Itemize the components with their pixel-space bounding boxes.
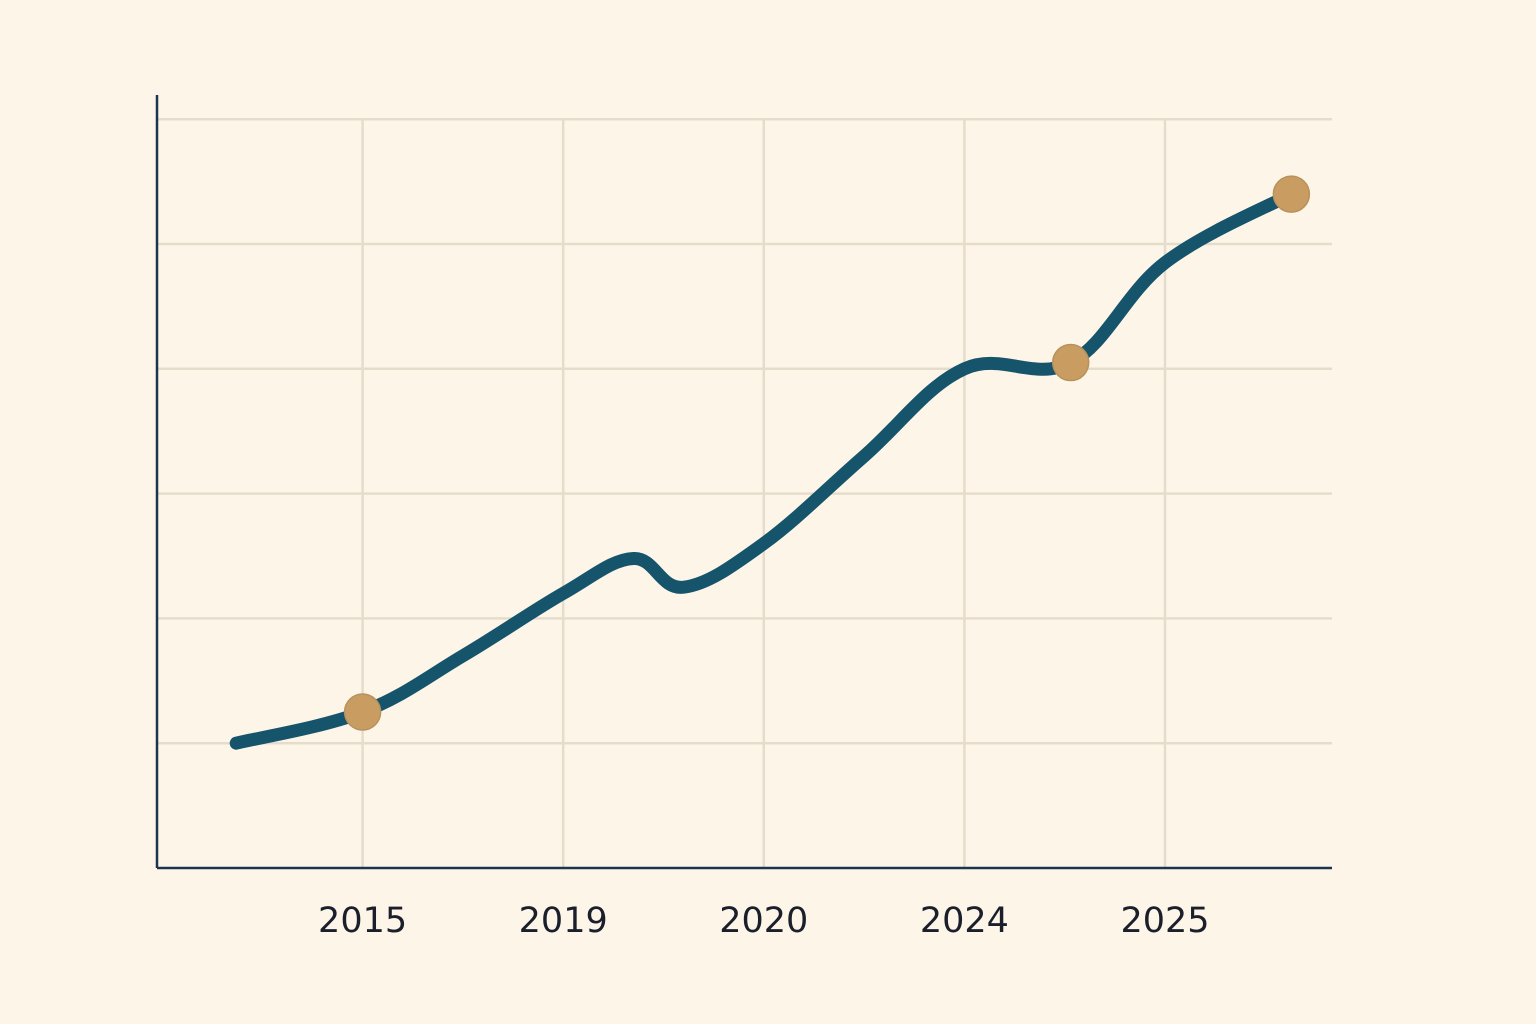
horizontal-grid-lines (157, 117, 1332, 745)
x-tick-labels: 2015 2019 2020 2024 2025 (318, 901, 1209, 941)
x-tick-label-2025: 2025 (1120, 901, 1209, 941)
data-markers (343, 175, 1311, 731)
x-tick-label-2019: 2019 (519, 901, 608, 941)
data-point-marker-0 (343, 693, 382, 731)
data-point-marker-2 (1272, 175, 1311, 213)
x-tick-label-2024: 2024 (920, 901, 1009, 941)
x-tick-label-2015: 2015 (318, 901, 407, 941)
x-tick-label-2020: 2020 (719, 901, 808, 941)
series-line (229, 187, 1298, 750)
data-point-marker-1 (1051, 343, 1090, 382)
